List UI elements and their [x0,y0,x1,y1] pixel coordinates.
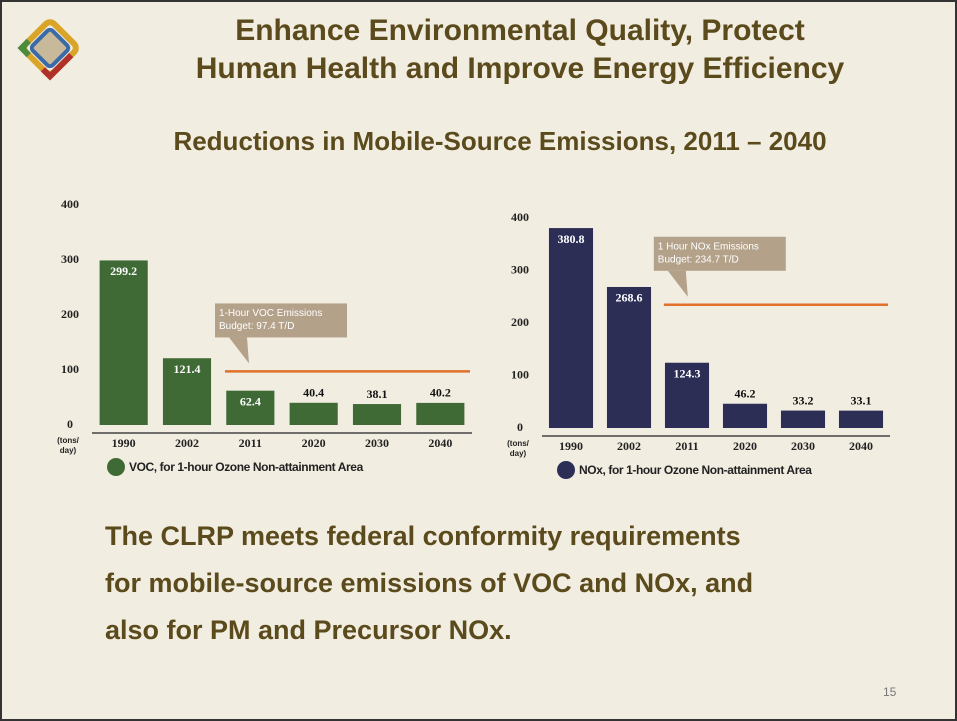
x-tick-label: 1990 [112,436,136,450]
title-line: Enhance Environmental Quality, Protect [235,14,805,47]
annotation-box [215,303,347,338]
bar [352,404,402,425]
data-label: 40.4 [303,386,324,400]
y-tick-label: 0 [517,420,523,434]
bar [226,390,275,425]
legend-label: VOC, for 1-hour Ozone Non-attainment Are… [129,460,364,474]
x-tick-label: 2002 [175,436,199,450]
x-tick-label: 2002 [617,439,641,453]
data-label: 46.2 [735,386,756,400]
annotation-text: Budget: 97.4 T/D [219,321,294,332]
y-axis-label: day) [510,449,527,458]
bar [289,402,338,425]
data-label: 33.1 [851,393,872,407]
y-axis-label: (tons/ [507,439,530,448]
data-label: 121.4 [174,362,201,376]
annotation-text: 1-Hour VOC Emissions [219,308,322,319]
y-tick-label: 200 [61,307,79,321]
data-label: 380.8 [558,232,585,246]
data-label: 299.2 [110,264,137,278]
y-tick-label: 0 [67,417,73,431]
legend-swatch [557,461,575,479]
y-tick-label: 100 [511,367,529,381]
body-line: also for PM and Precursor NOx. [105,615,512,645]
legend-label: NOx, for 1-hour Ozone Non-attainment Are… [579,463,812,477]
x-tick-label: 2040 [849,439,873,453]
x-tick-label: 2040 [428,436,452,450]
bar [838,410,884,428]
x-tick-label: 2020 [733,439,757,453]
bar [99,260,148,425]
y-tick-label: 100 [61,362,79,376]
y-axis-label: (tons/ [57,436,80,445]
data-label: 268.6 [616,291,643,305]
y-tick-label: 400 [511,210,529,224]
y-tick-label: 400 [61,197,79,211]
bar [548,228,594,428]
y-tick-label: 200 [511,315,529,329]
bar [416,402,465,425]
data-label: 38.1 [367,387,388,401]
annotation-pointer [667,270,688,297]
bar [606,286,652,428]
bar [664,362,710,428]
x-tick-label: 2011 [675,439,698,453]
x-tick-label: 2020 [302,436,326,450]
title-line: Human Health and Improve Energy Efficien… [196,52,845,85]
data-label: 40.2 [430,386,451,400]
x-tick-label: 1990 [559,439,583,453]
x-tick-label: 2030 [365,436,389,450]
subtitle: Reductions in Mobile-Source Emissions, 2… [173,126,826,156]
bar [780,410,826,428]
annotation-pointer [229,337,249,364]
y-tick-label: 300 [511,262,529,276]
annotation-box [653,236,786,271]
annotation-text: 1 Hour NOx Emissions [658,241,759,252]
bar [722,403,768,428]
body-line: The CLRP meets federal conformity requir… [105,521,741,551]
page-number: 15 [883,685,897,699]
body-line: for mobile-source emissions of VOC and N… [105,568,753,598]
data-label: 124.3 [674,366,701,380]
x-tick-label: 2011 [239,436,262,450]
y-tick-label: 300 [61,252,79,266]
y-axis-label: day) [60,446,77,455]
bar [162,358,212,425]
logo [17,19,79,81]
data-label: 33.2 [793,393,814,407]
legend-swatch [107,458,125,476]
x-tick-label: 2030 [791,439,815,453]
annotation-text: Budget: 234.7 T/D [658,254,739,265]
data-label: 62.4 [240,394,261,408]
